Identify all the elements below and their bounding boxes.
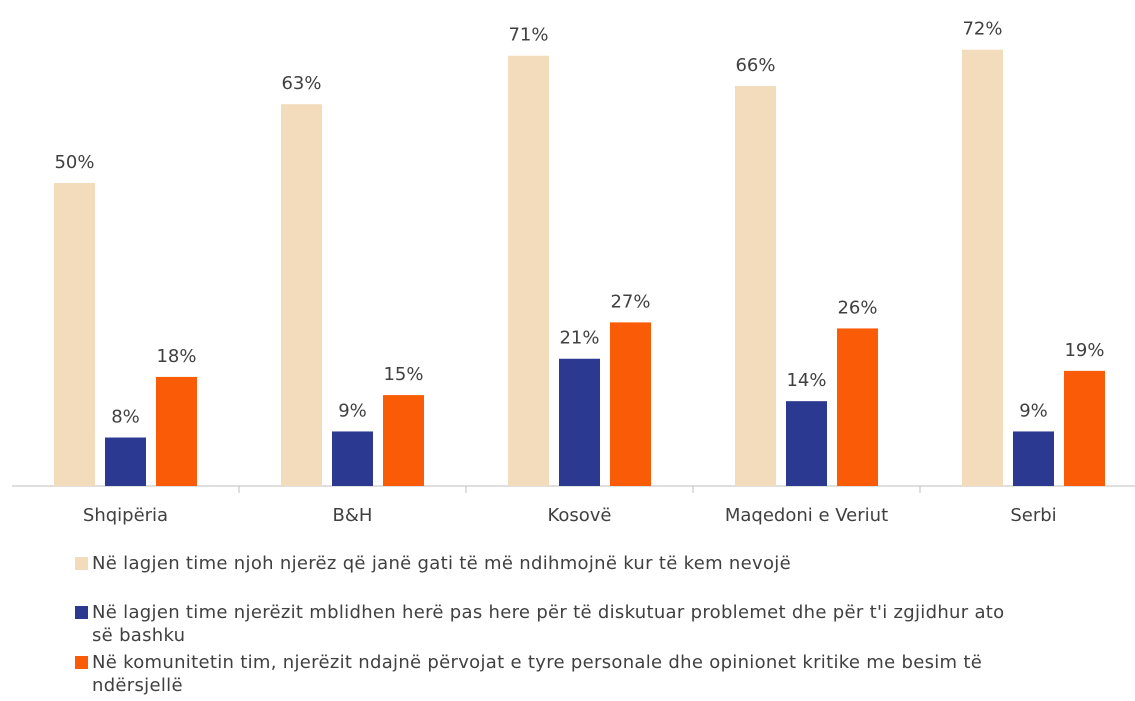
x-tick-label: Kosovë	[547, 505, 611, 526]
bar	[559, 358, 600, 486]
bar	[610, 322, 651, 486]
x-tick-label: Shqipëria	[83, 505, 168, 526]
bar	[332, 431, 373, 486]
legend-label: Në lagjen time njerëzit mblidhen herë pa…	[92, 602, 1005, 646]
bar	[156, 376, 197, 486]
value-label: 71%	[508, 25, 548, 46]
bar	[735, 86, 776, 486]
bar	[508, 55, 549, 487]
chart: Shqipëria 50% 8% 18% B&H 63% 9% 15% Kosovë 71% 21%…	[12, 19, 1135, 526]
bar	[837, 328, 878, 486]
value-label: 9%	[338, 400, 367, 421]
bar	[383, 395, 424, 486]
x-tick-label: Maqedoni e Veriut	[725, 505, 888, 526]
legend-label: Në komunitetin tim, njerëzit ndajnë përv…	[92, 652, 983, 696]
legend-item: Në lagjen time njerëzit mblidhen herë pa…	[75, 601, 1015, 647]
bar	[786, 401, 827, 486]
x-tick-label: B&H	[333, 505, 373, 526]
bar	[54, 183, 95, 486]
value-label: 50%	[54, 152, 94, 173]
legend: Në lagjen time njoh njerëz që janë gati …	[75, 552, 1015, 701]
legend-swatch	[75, 557, 88, 570]
value-label: 9%	[1019, 400, 1048, 421]
value-label: 15%	[383, 364, 423, 385]
value-label: 26%	[837, 297, 877, 318]
value-label: 63%	[281, 73, 321, 94]
bar	[962, 49, 1003, 487]
value-label: 18%	[156, 346, 196, 367]
legend-item: Në lagjen time njoh njerëz që janë gati …	[75, 552, 1015, 575]
bar	[281, 104, 322, 486]
value-label: 72%	[962, 19, 1002, 40]
legend-item: Në komunitetin tim, njerëzit ndajnë përv…	[75, 651, 1015, 697]
bar	[1064, 370, 1105, 486]
legend-swatch	[75, 656, 88, 669]
value-label: 21%	[559, 328, 599, 349]
legend-label: Në lagjen time njoh njerëz që janë gati …	[92, 553, 791, 574]
legend-swatch	[75, 606, 88, 619]
value-label: 27%	[610, 291, 650, 312]
bar	[105, 437, 146, 486]
value-label: 19%	[1064, 340, 1104, 361]
bar	[1013, 431, 1054, 486]
value-label: 14%	[786, 370, 826, 391]
value-label: 66%	[735, 55, 775, 76]
x-tick-label: Serbi	[1010, 505, 1056, 526]
value-label: 8%	[111, 407, 140, 428]
